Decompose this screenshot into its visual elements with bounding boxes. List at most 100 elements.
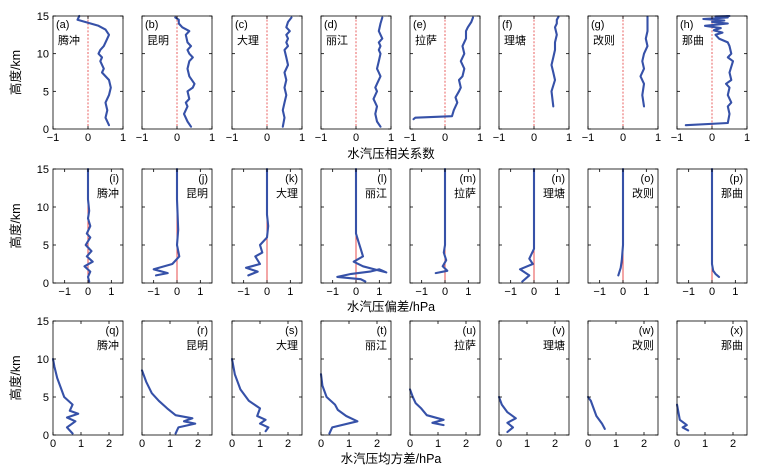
panel-frame [52,15,124,130]
panel-frame [231,320,303,436]
series-line-改则 [639,15,649,108]
series-line-大理 [244,167,270,277]
x-tick-label: −1 [147,286,160,298]
x-tick-label: 0 [85,286,91,298]
station-name: 大理 [276,186,298,200]
x-tick-label: 1 [78,438,84,450]
series-line-理塘 [497,395,517,434]
x-tick-label: 1 [108,286,114,298]
y-tick-label: 5 [43,86,49,98]
panel-letter: (b) [145,19,158,31]
x-tick-label: 0 [585,438,591,450]
y-tick-label: 10 [37,202,49,214]
series-line-那曲 [675,403,690,432]
series-line-那曲 [684,14,735,127]
x-tick-label: 2 [285,438,291,450]
x-tick-label: 2 [106,438,112,450]
x-tick-label: 0 [709,132,715,144]
panel-frame [409,15,481,130]
x-tick-label: 1 [388,132,394,144]
x-tick-label: 2 [463,438,469,450]
x-tick-label: −1 [582,132,595,144]
x-tick-label: 1 [167,438,173,450]
station-name: 大理 [237,33,259,47]
x-tick-label: 0 [442,132,448,144]
x-tick-label: −1 [136,132,149,144]
x-tick-label: 0 [318,438,324,450]
station-name: 腾冲 [97,186,119,200]
panel-frame [231,15,303,130]
x-tick-label: −1 [326,286,339,298]
station-name: 腾冲 [97,338,119,352]
station-name: 那曲 [682,34,704,47]
y-tick-label: 0 [43,124,49,136]
station-name: 丽江 [365,339,387,352]
x-tick-label: 0 [139,438,145,450]
x-tick-label: 1 [655,132,661,144]
series-line-昆明 [152,167,181,277]
series-line-腾冲 [51,357,80,435]
x-tick-label: 1 [613,438,619,450]
panel-t: 0 1 2 (t) 丽江 [318,320,392,450]
x-tick-label: 1 [299,132,305,144]
y-tick-label: 5 [43,392,49,404]
x-tick-label: −1 [493,132,506,144]
x-tick-label: −1 [226,132,239,144]
panel-frame [141,320,213,436]
x-tick-label: 1 [732,286,738,298]
station-name: 昆明 [147,34,169,47]
x-tick-label: −1 [593,286,606,298]
panel-letter: (s) [285,325,298,337]
panel-letter: (d) [324,19,337,31]
x-tick-label: 1 [287,286,293,298]
panel-letter: (i) [109,173,119,185]
series-line-丽江 [319,373,359,435]
x-tick-label: −1 [682,286,695,298]
y-axis-label: 高度/km [8,50,23,95]
y-tick-label: 0 [43,278,49,290]
x-tick-label: 0 [264,286,270,298]
panel-v: 0 1 2 (v)理塘 [496,320,570,450]
series-line-丽江 [372,16,384,128]
x-tick-label: −1 [237,286,250,298]
x-tick-label: 0 [442,286,448,298]
panel-s: 0 1 2 (s)大理 [229,320,303,450]
station-name: 改则 [632,186,654,200]
x-axis-label: 水汽压均方差/hPa [341,451,442,466]
series-line-昆明 [140,369,197,435]
series-line-大理 [230,357,270,433]
y-tick-label: 5 [43,240,49,252]
panel-frame [141,15,213,130]
panel-frame [320,320,392,436]
x-tick-label: 0 [264,132,270,144]
x-axis-label: 水汽压偏差/hPa [347,299,435,314]
series-line-那曲 [710,167,721,278]
panel-frame [676,15,748,130]
station-name: 改则 [593,33,615,47]
panel-e: −1 0 1 (e) 拉萨 [404,15,483,144]
x-axis-label: 水汽压相关系数 [347,146,435,161]
x-tick-label: 0 [496,438,502,450]
station-name: 丽江 [365,187,387,200]
x-tick-label: 2 [641,438,647,450]
panel-g: −1 0 1 (g) 改则 [582,15,661,144]
panel-w: 0 1 2 (w)改则 [585,320,659,450]
panel-frame [498,320,570,436]
series-line-改则 [586,395,606,430]
x-tick-label: 1 [524,438,530,450]
x-tick-label: 0 [50,438,56,450]
x-tick-label: 2 [374,438,380,450]
panel-letter: (g) [591,19,604,31]
panel-letter: (u) [463,325,476,337]
series-line-拉萨 [408,388,445,427]
series-line-拉萨 [434,167,449,275]
x-tick-label: 1 [477,132,483,144]
x-tick-label: 0 [620,286,626,298]
station-name: 那曲 [721,339,743,352]
panel-letter: (k) [285,173,298,185]
x-tick-label: 0 [407,438,413,450]
